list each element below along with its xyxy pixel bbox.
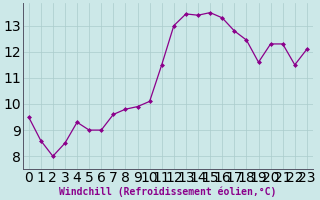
X-axis label: Windchill (Refroidissement éolien,°C): Windchill (Refroidissement éolien,°C) — [59, 186, 276, 197]
